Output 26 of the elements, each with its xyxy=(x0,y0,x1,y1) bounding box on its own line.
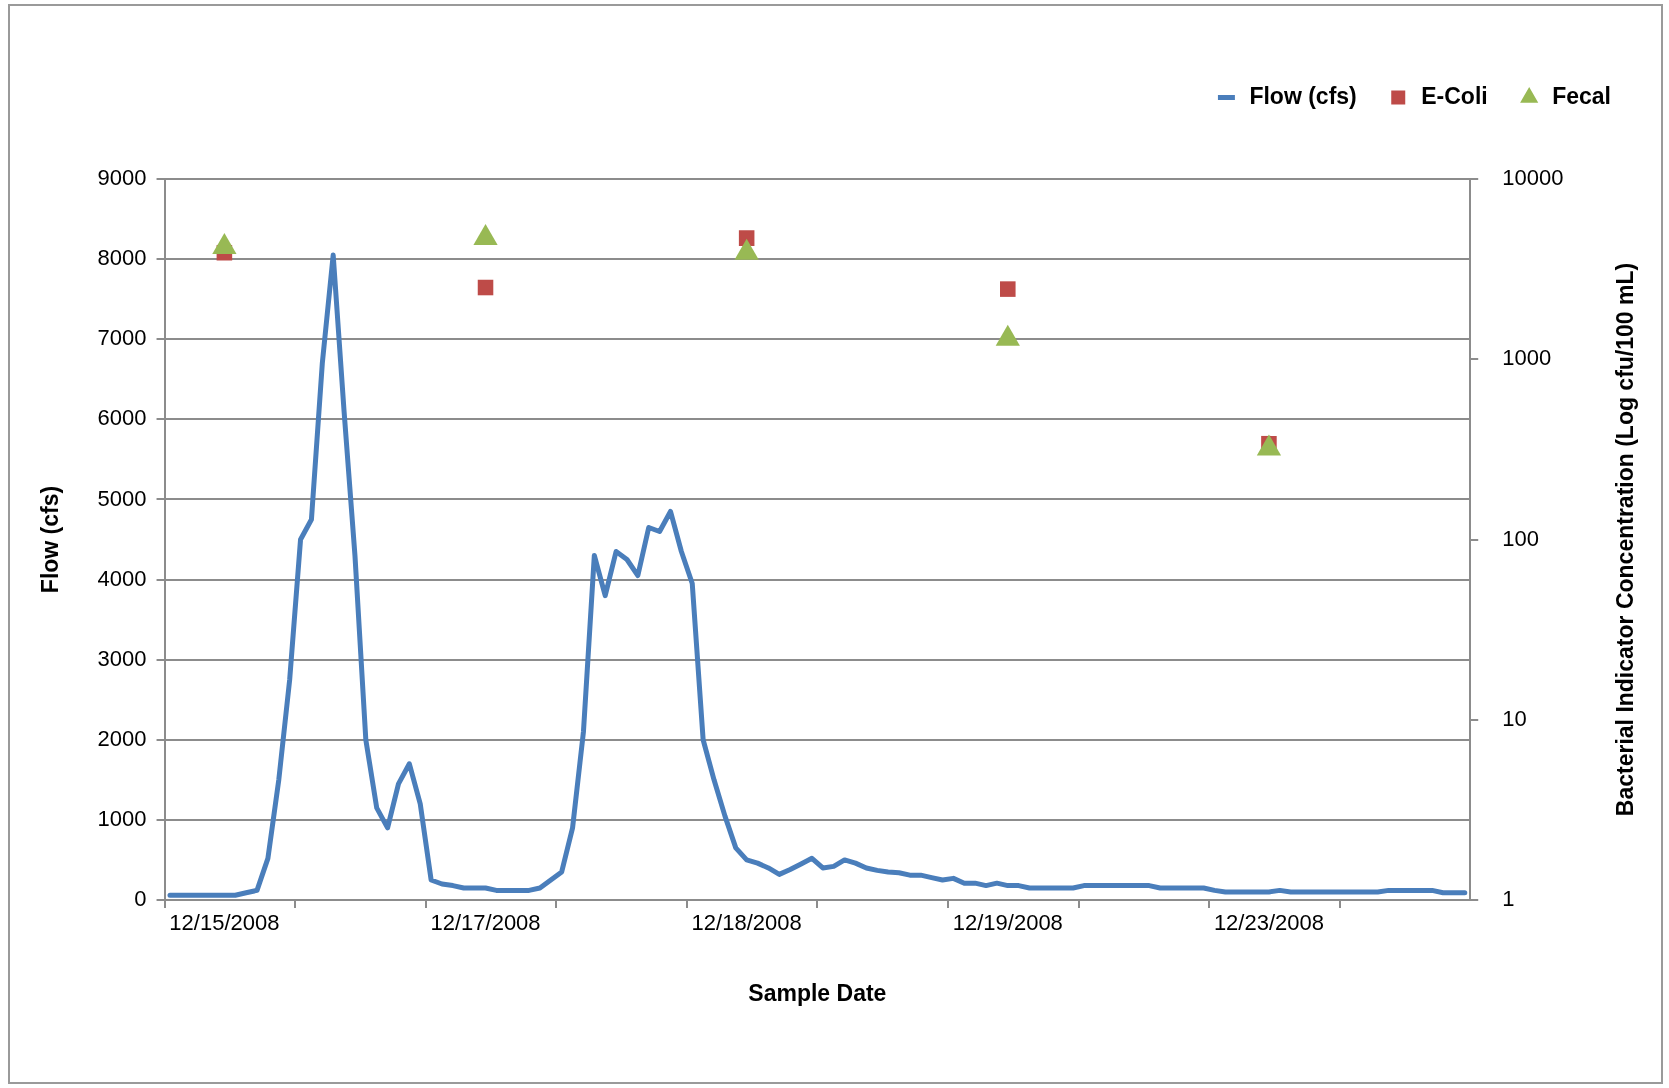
y-tick-label: 0 xyxy=(134,886,147,912)
x-tick-label: 12/19/2008 xyxy=(952,910,1063,936)
y2-tick-label: 100 xyxy=(1502,525,1539,551)
y-tick-label: 9000 xyxy=(97,165,147,191)
x-tick-label: 12/15/2008 xyxy=(169,910,280,936)
y2-axis-title: Bacterial Indicator Concentration (Log cfu/100 mL) xyxy=(1612,262,1639,817)
y2-tick-label: 10 xyxy=(1502,705,1527,731)
y-tick-label: 6000 xyxy=(97,405,147,431)
y2-tick-label: 10000 xyxy=(1502,165,1564,191)
legend-label: E-Coli xyxy=(1421,82,1488,109)
legend-label: Flow (cfs) xyxy=(1249,82,1357,109)
x-tick-label: 12/23/2008 xyxy=(1213,910,1324,936)
y2-tick-label: 1 xyxy=(1502,886,1515,912)
x-axis-title: Sample Date xyxy=(748,979,887,1006)
y-tick-label: 3000 xyxy=(97,645,147,671)
y-tick-label: 1000 xyxy=(97,805,147,831)
y-tick-label: 2000 xyxy=(97,725,147,751)
y2-tick-label: 1000 xyxy=(1502,345,1552,371)
y-tick-label: 4000 xyxy=(97,565,147,591)
y-axis-title: Flow (cfs) xyxy=(37,485,64,594)
y-tick-label: 8000 xyxy=(97,245,147,271)
legend-label: Fecal xyxy=(1552,82,1612,109)
x-tick-label: 12/17/2008 xyxy=(430,910,541,936)
y-tick-label: 7000 xyxy=(97,325,147,351)
x-tick-label: 12/18/2008 xyxy=(691,910,802,936)
y-tick-label: 5000 xyxy=(97,485,147,511)
